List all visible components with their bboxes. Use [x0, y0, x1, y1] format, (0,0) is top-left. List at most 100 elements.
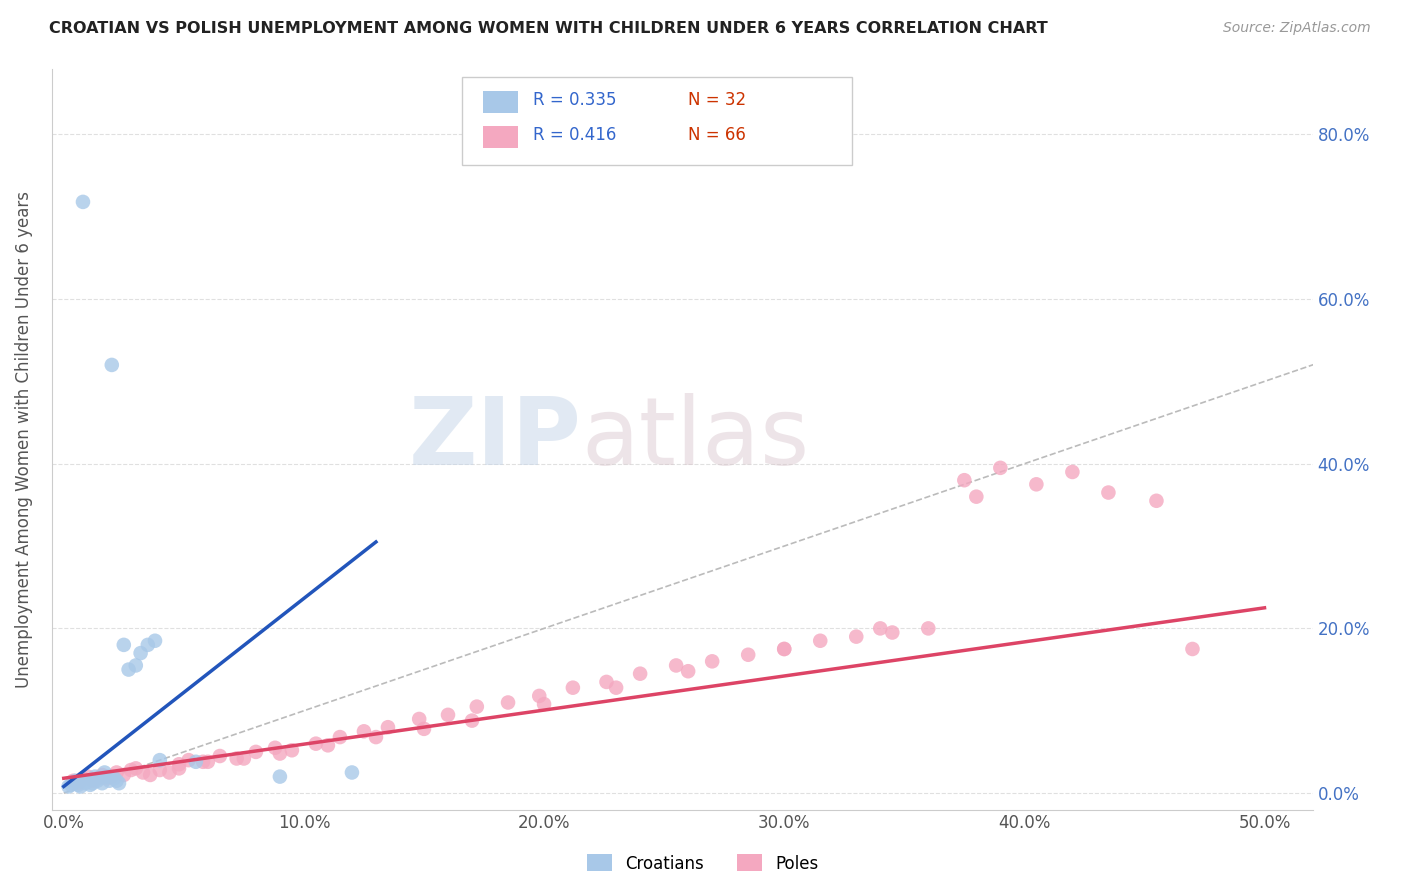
Point [96, 770, 118, 784]
Point [605, 681, 627, 695]
Point [869, 621, 891, 635]
Point [120, 763, 142, 777]
Point [225, 751, 247, 765]
Point [882, 625, 904, 640]
Point [269, 770, 291, 784]
Point [461, 714, 484, 728]
Point [773, 642, 796, 657]
Point [125, 761, 148, 775]
Legend: Croatians, Poles: Croatians, Poles [581, 847, 825, 880]
Point [1146, 493, 1168, 508]
Point [197, 755, 219, 769]
Point [167, 761, 190, 775]
Point [98, 773, 121, 788]
Point [59, 778, 82, 792]
Point [58, 780, 80, 794]
FancyBboxPatch shape [461, 78, 852, 165]
Point [281, 743, 304, 757]
Bar [482, 91, 519, 113]
Point [377, 720, 399, 734]
Point [91, 768, 114, 782]
Point [72, 771, 94, 785]
Point [149, 763, 172, 777]
Point [84, 770, 107, 784]
Point [125, 658, 148, 673]
Point [364, 730, 387, 744]
Point [595, 674, 617, 689]
Point [496, 696, 519, 710]
Text: R = 0.416: R = 0.416 [533, 126, 617, 145]
Point [177, 753, 200, 767]
Point [67, 778, 90, 792]
Point [808, 633, 831, 648]
Point [112, 638, 135, 652]
Point [82, 773, 104, 788]
Point [845, 630, 868, 644]
Point [773, 642, 796, 657]
Point [108, 776, 131, 790]
Point [112, 768, 135, 782]
Point [702, 654, 724, 668]
Point [129, 646, 152, 660]
Point [676, 664, 699, 678]
Point [305, 737, 328, 751]
Point [149, 753, 172, 767]
Point [101, 358, 124, 372]
Y-axis label: Unemployment Among Women with Children Under 6 years: Unemployment Among Women with Children U… [15, 191, 32, 688]
Point [93, 765, 115, 780]
Point [413, 722, 436, 736]
Point [132, 765, 155, 780]
Point [91, 776, 114, 790]
Point [86, 771, 108, 785]
Point [1097, 485, 1119, 500]
Point [65, 773, 87, 788]
Point [561, 681, 583, 695]
Point [1025, 477, 1047, 491]
Point [159, 765, 181, 780]
Point [136, 638, 159, 652]
Point [316, 739, 339, 753]
Text: N = 66: N = 66 [689, 126, 747, 145]
Point [62, 776, 84, 790]
Point [232, 751, 254, 765]
Point [245, 745, 267, 759]
Point [533, 697, 555, 711]
Point [353, 724, 375, 739]
Point [89, 771, 111, 785]
Point [340, 765, 363, 780]
Point [79, 778, 101, 792]
Point [264, 740, 287, 755]
Text: CROATIAN VS POLISH UNEMPLOYMENT AMONG WOMEN WITH CHILDREN UNDER 6 YEARS CORRELAT: CROATIAN VS POLISH UNEMPLOYMENT AMONG WO… [49, 21, 1047, 36]
Text: Source: ZipAtlas.com: Source: ZipAtlas.com [1223, 21, 1371, 35]
Point [1062, 465, 1084, 479]
Point [103, 771, 125, 785]
Bar [482, 126, 519, 148]
Point [665, 658, 688, 673]
Point [67, 776, 90, 790]
Point [408, 712, 430, 726]
Point [167, 757, 190, 772]
Point [965, 490, 987, 504]
Point [76, 773, 98, 788]
Point [86, 773, 108, 788]
Point [208, 749, 231, 764]
Text: atlas: atlas [581, 393, 810, 485]
Point [988, 460, 1011, 475]
Point [953, 473, 976, 487]
Point [105, 765, 128, 780]
Point [437, 707, 460, 722]
Point [628, 666, 651, 681]
Text: N = 32: N = 32 [689, 91, 747, 110]
Point [72, 194, 94, 209]
Point [76, 770, 98, 784]
Point [75, 776, 97, 790]
Point [184, 755, 207, 769]
Point [529, 689, 551, 703]
Point [465, 699, 488, 714]
Point [139, 768, 162, 782]
Point [96, 771, 118, 785]
Point [117, 663, 139, 677]
Point [329, 730, 352, 744]
Point [101, 770, 124, 784]
Point [1181, 642, 1204, 657]
